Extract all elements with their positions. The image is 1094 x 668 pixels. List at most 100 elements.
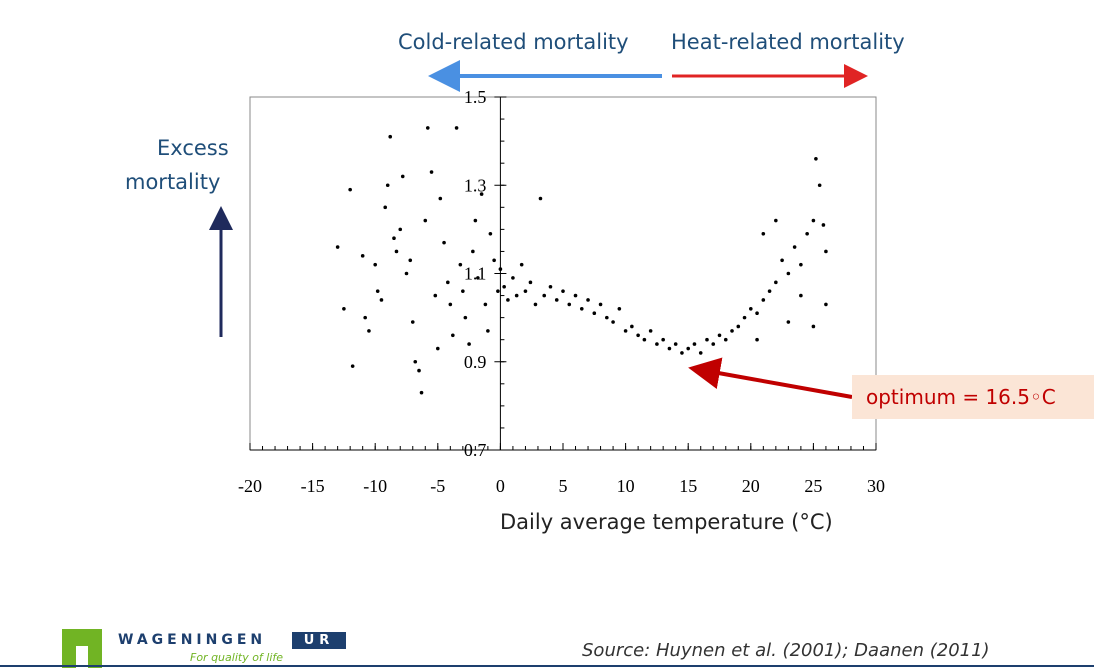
logo-tagline: For quality of life xyxy=(190,651,284,664)
data-point xyxy=(774,218,778,223)
data-point xyxy=(483,302,488,307)
x-tick-label: -10 xyxy=(363,476,387,496)
data-point xyxy=(506,298,510,302)
data-point xyxy=(379,298,384,302)
data-point xyxy=(392,236,396,240)
data-point xyxy=(458,262,463,267)
x-tick-label: -15 xyxy=(301,476,325,496)
data-point xyxy=(461,289,465,293)
data-point xyxy=(623,329,628,333)
optimum-callout: optimum = 16.5◦C xyxy=(852,375,1094,419)
data-point xyxy=(476,276,480,280)
data-point xyxy=(780,258,784,263)
data-point xyxy=(611,320,615,324)
data-point xyxy=(705,337,709,342)
data-point xyxy=(717,333,722,338)
data-point xyxy=(446,280,450,285)
data-point xyxy=(423,218,428,223)
data-point xyxy=(479,192,484,196)
data-point xyxy=(528,280,533,285)
optimum-pointer-arrow xyxy=(688,357,853,399)
x-tick-label: 30 xyxy=(867,476,885,496)
cold-related-mortality-label: Cold-related mortality xyxy=(398,30,629,54)
data-point xyxy=(413,359,418,364)
data-point xyxy=(514,293,519,298)
x-tick-label: 15 xyxy=(679,476,697,496)
data-point xyxy=(598,302,603,307)
data-point xyxy=(383,205,388,210)
logo-name: WAGENINGEN xyxy=(118,632,267,648)
data-point xyxy=(373,262,378,267)
data-point xyxy=(686,346,690,351)
x-tick-label: 0 xyxy=(496,476,505,496)
data-point xyxy=(433,293,438,298)
data-point xyxy=(533,302,538,307)
data-point xyxy=(742,315,747,320)
data-point xyxy=(429,170,434,174)
data-point xyxy=(360,254,365,258)
heat-related-mortality-label: Heat-related mortality xyxy=(671,30,905,54)
y-tick-label: 1.5 xyxy=(464,87,487,107)
data-point xyxy=(792,245,797,249)
data-point xyxy=(511,276,515,280)
data-point xyxy=(749,307,753,311)
data-point xyxy=(617,307,622,311)
data-point xyxy=(736,324,741,329)
data-point xyxy=(821,223,826,227)
data-point xyxy=(467,342,471,346)
x-tick-label: -5 xyxy=(430,476,445,496)
data-point xyxy=(471,249,475,254)
data-point xyxy=(375,289,380,293)
data-point xyxy=(567,302,572,307)
data-point xyxy=(730,329,734,333)
data-point xyxy=(814,156,818,161)
footer-divider xyxy=(0,665,1094,667)
data-point xyxy=(451,333,455,338)
logo-suffix: UR xyxy=(292,632,346,649)
data-point xyxy=(538,196,543,201)
plot-frame xyxy=(249,96,877,451)
data-point xyxy=(473,218,478,223)
data-point xyxy=(436,346,440,351)
x-tick-label: 10 xyxy=(617,476,635,496)
data-point xyxy=(579,307,584,311)
logo-notch xyxy=(76,646,88,668)
data-point xyxy=(698,351,703,355)
data-point xyxy=(636,333,640,338)
data-point xyxy=(350,364,355,368)
data-point xyxy=(404,271,409,276)
x-axis-label: Daily average temperature (°C) xyxy=(500,510,833,534)
data-point xyxy=(408,258,413,263)
data-point xyxy=(486,329,490,333)
x-tick-label: 25 xyxy=(804,476,822,496)
y-axis-label-line1: Excess xyxy=(157,136,229,160)
data-point xyxy=(761,298,766,302)
data-point xyxy=(573,293,578,298)
data-point xyxy=(755,311,759,316)
data-point xyxy=(548,284,553,289)
data-point xyxy=(496,289,500,293)
data-point xyxy=(463,315,468,320)
data-point xyxy=(673,342,678,346)
data-point xyxy=(667,346,672,351)
y-tick-label: 1.1 xyxy=(464,264,487,284)
data-point xyxy=(811,218,816,223)
data-point xyxy=(799,293,803,298)
data-point xyxy=(498,267,503,271)
data-point xyxy=(425,126,430,130)
data-point xyxy=(586,298,590,302)
data-point xyxy=(799,262,803,267)
data-point xyxy=(755,337,759,342)
data-point xyxy=(502,284,506,289)
data-point xyxy=(488,231,493,236)
data-point xyxy=(761,231,766,236)
source-citation: Source: Huynen et al. (2001); Daanen (20… xyxy=(582,640,990,661)
data-point xyxy=(448,302,453,307)
data-point xyxy=(398,227,403,232)
data-point xyxy=(630,324,634,329)
data-point xyxy=(519,262,524,267)
x-tick-label: 20 xyxy=(742,476,760,496)
data-point xyxy=(680,351,684,355)
x-tick-label: 5 xyxy=(559,476,568,496)
